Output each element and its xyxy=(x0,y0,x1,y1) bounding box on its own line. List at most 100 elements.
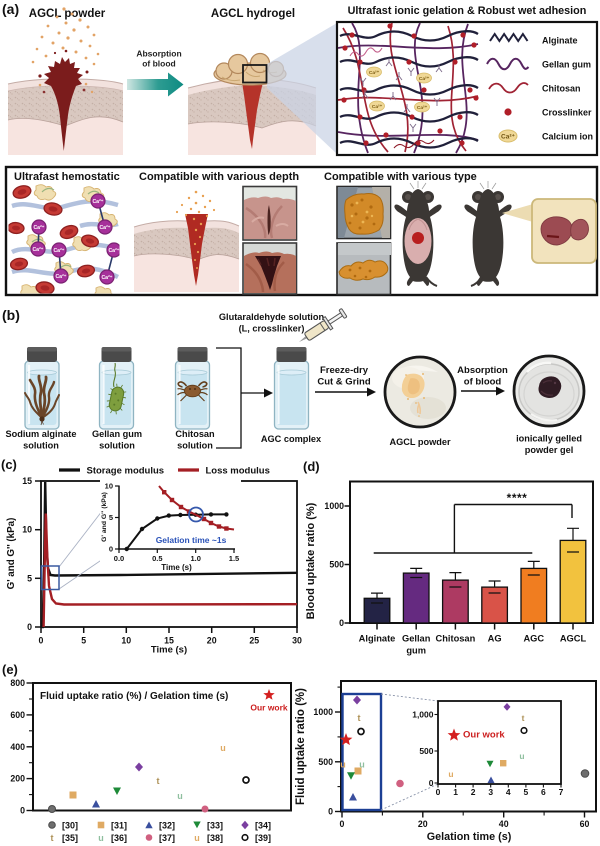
svg-text:t: t xyxy=(157,776,160,786)
svg-text:(a): (a) xyxy=(2,1,19,17)
svg-text:****: **** xyxy=(507,491,528,505)
svg-text:(d): (d) xyxy=(303,459,320,474)
svg-text:Sodium alginate: Sodium alginate xyxy=(6,429,77,439)
svg-text:20: 20 xyxy=(207,636,217,646)
svg-text:Glutaraldehyde solution: Glutaraldehyde solution xyxy=(219,312,325,322)
svg-text:0: 0 xyxy=(340,819,345,829)
svg-text:5: 5 xyxy=(109,513,113,522)
svg-text:solution: solution xyxy=(177,441,213,451)
svg-text:400: 400 xyxy=(10,742,25,752)
svg-text:Chitosan: Chitosan xyxy=(175,429,215,439)
svg-text:7: 7 xyxy=(559,787,564,797)
svg-text:0.5: 0.5 xyxy=(152,554,162,563)
svg-text:G' and G'' (kPa): G' and G'' (kPa) xyxy=(6,518,17,590)
svg-text:(L, crosslinker): (L, crosslinker) xyxy=(239,324,305,334)
svg-text:u: u xyxy=(519,751,524,761)
svg-text:AGCL hydrogel: AGCL hydrogel xyxy=(211,8,295,20)
svg-text:Ca²⁺: Ca²⁺ xyxy=(108,248,119,254)
svg-text:Calcium ion: Calcium ion xyxy=(542,132,593,142)
svg-text:Crosslinker: Crosslinker xyxy=(542,108,592,118)
svg-text:30: 30 xyxy=(292,636,302,646)
svg-text:60: 60 xyxy=(580,819,590,829)
svg-text:Alginate: Alginate xyxy=(359,633,396,643)
svg-text:ionically gelled: ionically gelled xyxy=(516,434,582,444)
svg-text:[32]: [32] xyxy=(159,821,175,831)
svg-text:u: u xyxy=(194,833,200,843)
svg-text:40: 40 xyxy=(499,819,509,829)
svg-text:500: 500 xyxy=(318,757,333,767)
svg-text:Ca²⁺: Ca²⁺ xyxy=(372,104,383,110)
svg-text:solution: solution xyxy=(99,441,135,451)
svg-text:3: 3 xyxy=(488,787,493,797)
svg-text:0.0: 0.0 xyxy=(114,554,124,563)
svg-text:of blood: of blood xyxy=(142,59,176,69)
svg-text:u: u xyxy=(98,833,104,843)
svg-text:Ca²⁺: Ca²⁺ xyxy=(32,247,43,253)
svg-text:500: 500 xyxy=(419,746,433,756)
svg-text:Ca²⁺: Ca²⁺ xyxy=(55,274,66,280)
svg-text:[38]: [38] xyxy=(207,833,223,843)
svg-text:t: t xyxy=(358,713,361,723)
svg-text:Ca²⁺: Ca²⁺ xyxy=(501,134,515,141)
svg-text:0: 0 xyxy=(109,545,113,554)
svg-text:powder gel: powder gel xyxy=(525,445,574,455)
svg-text:5: 5 xyxy=(27,573,32,583)
svg-text:AGCL powder: AGCL powder xyxy=(389,437,451,447)
svg-text:Storage modulus: Storage modulus xyxy=(87,466,165,477)
svg-text:[39]: [39] xyxy=(255,833,271,843)
svg-text:gum: gum xyxy=(406,645,426,655)
svg-text:u: u xyxy=(220,743,226,753)
svg-text:0: 0 xyxy=(39,636,44,646)
svg-text:Ca²⁺: Ca²⁺ xyxy=(99,225,110,231)
svg-text:1: 1 xyxy=(453,787,458,797)
svg-text:0: 0 xyxy=(328,807,333,817)
svg-text:Absorption: Absorption xyxy=(136,49,181,59)
svg-text:0: 0 xyxy=(436,787,441,797)
svg-text:4: 4 xyxy=(506,787,511,797)
svg-text:6: 6 xyxy=(541,787,546,797)
svg-text:Fluid uptake ratio (%) / Gelat: Fluid uptake ratio (%) / Gelation time (… xyxy=(40,691,228,702)
svg-text:15: 15 xyxy=(22,476,32,486)
svg-text:2: 2 xyxy=(471,787,476,797)
svg-text:1,000: 1,000 xyxy=(412,710,434,720)
svg-text:AG: AG xyxy=(488,633,502,643)
svg-text:Loss modulus: Loss modulus xyxy=(206,466,270,477)
svg-text:u: u xyxy=(448,769,453,779)
svg-text:Gellan: Gellan xyxy=(402,633,431,643)
svg-text:Time (s): Time (s) xyxy=(161,563,192,572)
svg-text:u: u xyxy=(359,760,365,770)
svg-text:G' and G'' (kPa): G' and G'' (kPa) xyxy=(101,492,108,542)
svg-text:Chitosan: Chitosan xyxy=(542,84,581,94)
svg-text:of blood: of blood xyxy=(464,377,502,388)
svg-text:1.5: 1.5 xyxy=(229,554,239,563)
svg-text:AGCL: AGCL xyxy=(560,633,587,643)
svg-text:800: 800 xyxy=(10,678,25,688)
svg-text:10: 10 xyxy=(105,482,113,491)
svg-text:Blood uptake ratio (%): Blood uptake ratio (%) xyxy=(305,502,317,619)
svg-text:Our work: Our work xyxy=(250,703,288,713)
svg-text:5: 5 xyxy=(524,787,529,797)
svg-text:(b): (b) xyxy=(2,307,20,323)
svg-text:Absorption: Absorption xyxy=(457,365,508,376)
svg-text:Chitosan: Chitosan xyxy=(436,633,476,643)
svg-text:AGC complex: AGC complex xyxy=(261,434,322,444)
svg-text:Gelation time ~1s: Gelation time ~1s xyxy=(156,535,227,545)
svg-text:5: 5 xyxy=(81,636,86,646)
svg-text:Ca²⁺: Ca²⁺ xyxy=(101,275,112,281)
svg-text:t: t xyxy=(51,833,54,843)
svg-text:Ultrafast ionic gelation & Rob: Ultrafast ionic gelation & Robust wet ad… xyxy=(348,5,587,17)
svg-text:Gellan gum: Gellan gum xyxy=(542,60,591,70)
svg-text:Ca²⁺: Ca²⁺ xyxy=(53,248,64,254)
svg-text:Cut & Grind: Cut & Grind xyxy=(317,377,370,388)
svg-text:Our work: Our work xyxy=(463,730,505,741)
svg-text:0: 0 xyxy=(27,622,32,632)
svg-text:t: t xyxy=(522,713,525,723)
svg-text:500: 500 xyxy=(329,560,344,570)
svg-text:u: u xyxy=(177,791,183,801)
svg-text:AGCL powder: AGCL powder xyxy=(29,8,106,20)
svg-text:[34]: [34] xyxy=(255,821,271,831)
svg-text:0: 0 xyxy=(339,618,344,628)
svg-text:Ca²⁺: Ca²⁺ xyxy=(369,70,380,76)
svg-text:Compatible with various type: Compatible with various type xyxy=(324,171,477,183)
svg-text:Ca²⁺: Ca²⁺ xyxy=(92,199,103,205)
